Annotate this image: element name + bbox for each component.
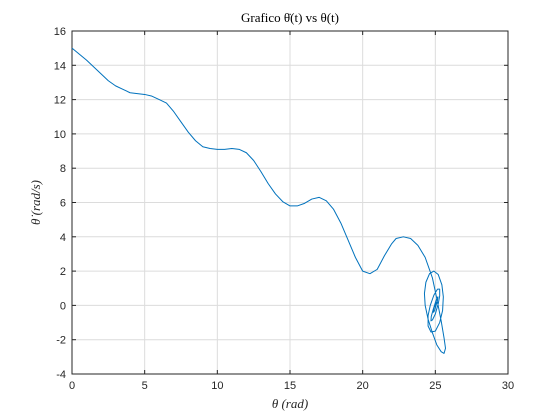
x-tick-label: 15: [284, 380, 296, 392]
x-tick-label: 20: [357, 380, 369, 392]
y-tick-label: 0: [60, 300, 66, 312]
y-tick-label: 2: [60, 266, 66, 278]
y-tick-label: 4: [60, 232, 66, 244]
series-layer: [71, 47, 447, 354]
x-tick-label: 0: [69, 380, 75, 392]
x-tick-label: 30: [502, 380, 514, 392]
y-axis-label: θ̇ (rad/s): [28, 180, 43, 225]
axis-ticks: 0 5 10 15 20 25 30 -4 -2 0 2 4 6 8 10 12 14 16: [54, 26, 514, 392]
x-tick-label: 25: [429, 380, 441, 392]
y-tick-label: 10: [54, 129, 66, 141]
y-tick-label: -4: [56, 369, 66, 381]
y-tick-label: 14: [54, 60, 66, 72]
x-tick-label: 10: [211, 380, 223, 392]
y-tick-label: 6: [60, 198, 66, 210]
series-line: [71, 47, 447, 354]
grid-lines: [72, 31, 508, 374]
chart-title: Grafico θ̇(t) vs θ(t): [241, 10, 339, 25]
x-axis-label: θ (rad): [272, 396, 308, 411]
y-tick-label: -2: [56, 335, 66, 347]
y-tick-label: 8: [60, 163, 66, 175]
x-tick-label: 5: [142, 380, 148, 392]
y-tick-label: 16: [54, 26, 66, 38]
y-tick-label: 12: [54, 95, 66, 107]
